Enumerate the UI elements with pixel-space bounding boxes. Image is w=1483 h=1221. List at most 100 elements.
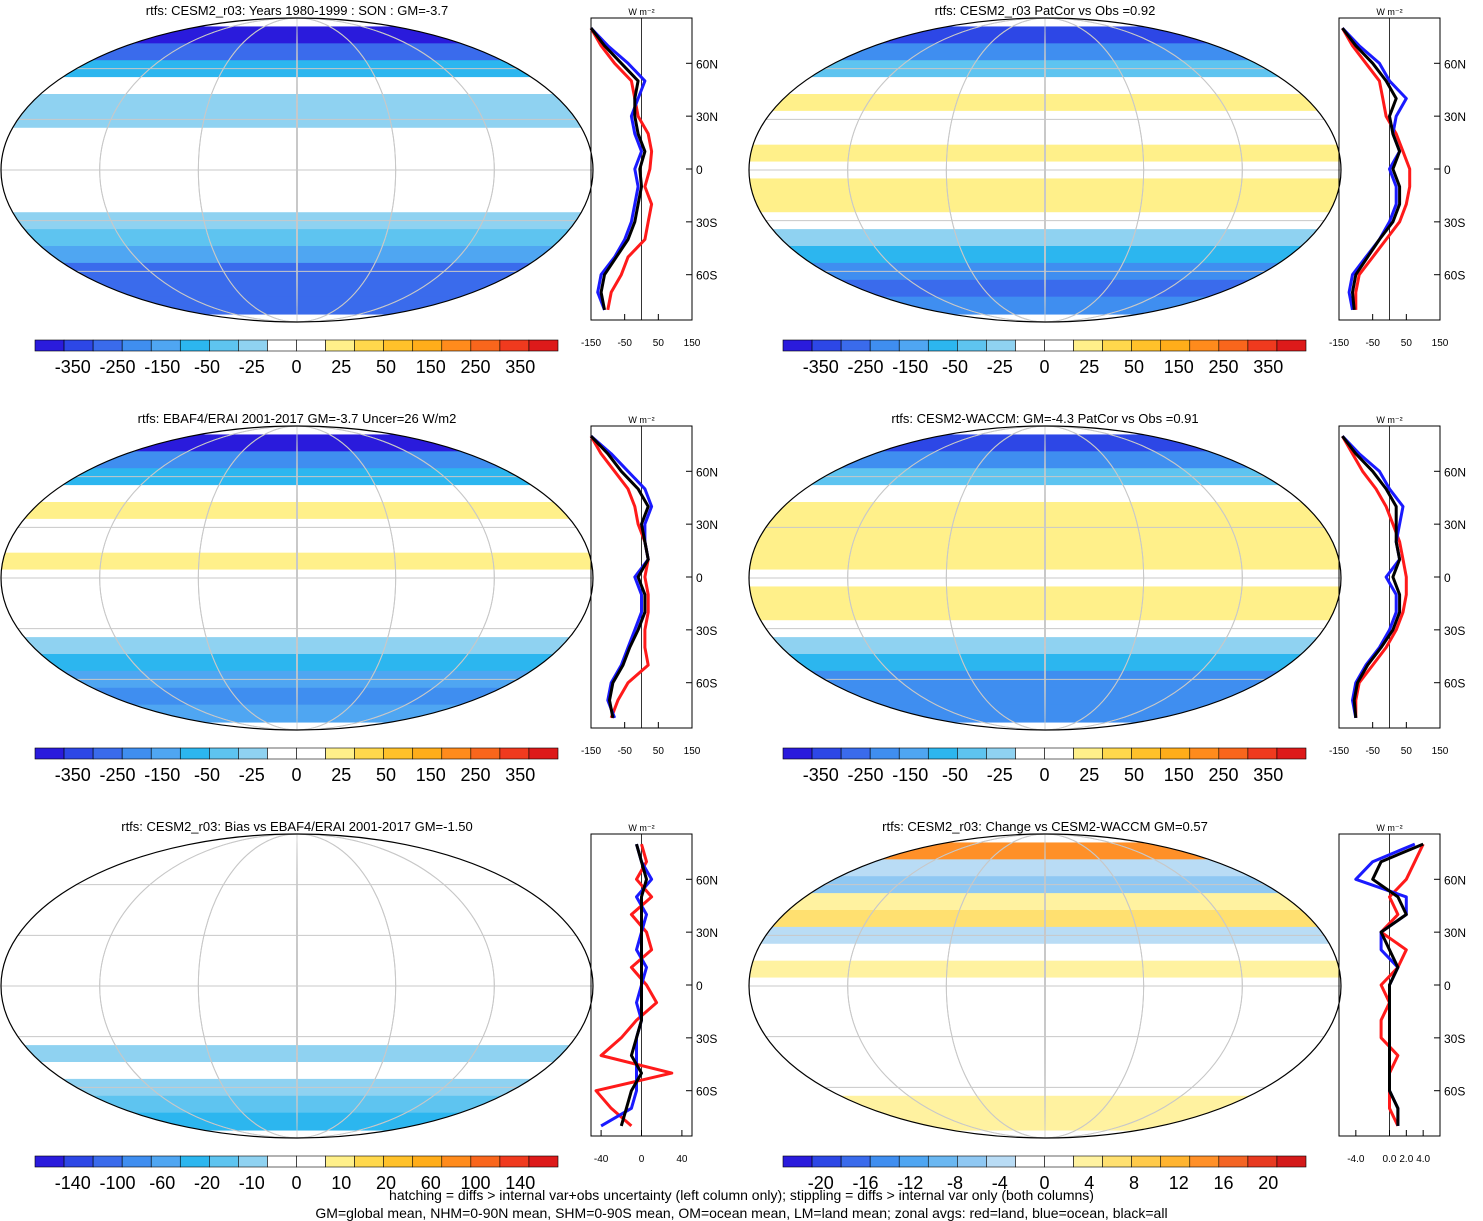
colorbar-swatch — [528, 1155, 559, 1168]
colorbar-swatch — [1015, 747, 1045, 760]
colorbar-label: -25 — [239, 765, 265, 785]
map-field — [749, 834, 1341, 1138]
colorbar-swatch — [296, 339, 326, 352]
x-tick-label: -50 — [1365, 746, 1380, 757]
colorbar-label: -250 — [848, 765, 884, 785]
x-tick-label: -150 — [581, 746, 601, 757]
colorbar-swatch — [354, 339, 384, 352]
colorbar-swatch — [927, 747, 958, 760]
colorbar-swatch — [1276, 747, 1307, 760]
zonal-units: W m⁻² — [628, 823, 654, 833]
colorbar-label: -20 — [808, 1173, 834, 1193]
zonal-series-all — [589, 27, 647, 311]
colorbar-label: 60 — [421, 1173, 441, 1193]
colorbar-swatch — [1247, 1155, 1278, 1168]
zonal-series-all — [1371, 842, 1424, 1126]
colorbar-label: 25 — [1079, 765, 1099, 785]
x-tick-label: -50 — [617, 338, 632, 349]
y-tick-label: 30N — [696, 926, 718, 940]
zonal-plot: W m⁻² 60N 30N 0 30S 60S -4.0 0.0 2.0 4.0 — [1338, 823, 1466, 1165]
zonal-series-ocean — [589, 27, 647, 311]
zonal-series-land — [1341, 27, 1412, 310]
colorbar-label: 20 — [376, 1173, 396, 1193]
colorbar-swatch — [1044, 339, 1074, 352]
colorbar-label: 0 — [1039, 1173, 1049, 1193]
colorbar-swatch — [898, 1155, 929, 1168]
colorbar-swatch — [296, 747, 326, 760]
colorbar-swatch — [1160, 339, 1191, 352]
map-outline — [748, 425, 1342, 731]
y-tick-label: 60S — [1444, 269, 1465, 283]
y-tick-label: 60N — [696, 57, 718, 71]
zonal-units: W m⁻² — [1376, 415, 1402, 425]
colorbar-swatch — [92, 339, 123, 352]
colorbar-swatch — [528, 747, 559, 760]
colorbar-swatch — [869, 339, 900, 352]
y-tick-label: 60S — [1444, 1085, 1465, 1099]
colorbar-label: 150 — [1164, 765, 1194, 785]
map-field — [749, 18, 1341, 322]
x-tick-label: 0.0 — [1383, 1154, 1397, 1165]
longitude-gridline — [99, 18, 495, 322]
colorbar-label: 250 — [460, 357, 490, 377]
panel-title: rtfs: CESM2_r03: Bias vs EBAF4/ERAI 2001… — [121, 819, 473, 834]
colorbar-swatch — [1102, 1155, 1132, 1168]
colorbar-label: 250 — [1208, 765, 1238, 785]
colorbar-label: 12 — [1169, 1173, 1189, 1193]
colorbar-swatch — [1189, 339, 1220, 352]
y-tick-label: 30N — [696, 518, 718, 532]
panel-title: rtfs: CESM2_r03: Years 1980-1999 : SON :… — [146, 3, 448, 18]
colorbar-swatch — [121, 339, 152, 352]
colorbar-swatch — [1218, 339, 1249, 352]
colorbar-swatch — [1015, 339, 1045, 352]
colorbar-label: 150 — [416, 765, 446, 785]
colorbar-label: 50 — [376, 357, 396, 377]
colorbar-label: -150 — [144, 765, 180, 785]
colorbar-swatch — [354, 1155, 384, 1168]
y-tick-label: 30N — [1444, 518, 1466, 532]
colorbar-swatch — [238, 1155, 268, 1168]
x-tick-label: 4.0 — [1416, 1154, 1430, 1165]
colorbar-label: 10 — [331, 1173, 351, 1193]
panel-title: rtfs: CESM2_r03: Change vs CESM2-WACCM G… — [882, 819, 1208, 834]
colorbar-label: -12 — [897, 1173, 923, 1193]
colorbar-label: 0 — [1039, 357, 1049, 377]
panel-title: rtfs: CESM2_r03 PatCor vs Obs =0.92 — [935, 3, 1156, 18]
colorbar-swatch — [209, 1155, 239, 1168]
colorbar-swatch — [179, 1155, 210, 1168]
colorbar-swatch — [354, 747, 384, 760]
colorbar-label: -50 — [194, 765, 220, 785]
colorbar-label: 100 — [460, 1173, 490, 1193]
colorbar-label: 4 — [1084, 1173, 1094, 1193]
colorbar-swatch — [898, 747, 929, 760]
y-tick-label: 0 — [1444, 163, 1451, 177]
colorbar-swatch — [869, 1155, 900, 1168]
colorbar-label: -350 — [55, 357, 91, 377]
colorbar-label: -350 — [803, 357, 839, 377]
colorbar-label: 20 — [1258, 1173, 1278, 1193]
colorbar-swatch — [927, 1155, 958, 1168]
colorbar-swatch — [811, 1155, 842, 1168]
panel-6: rtfs: CESM2_r03: Change vs CESM2-WACCM G… — [748, 819, 1466, 1193]
colorbar-label: -250 — [100, 765, 136, 785]
longitude-gridline — [1044, 18, 1046, 322]
colorbar-swatch — [63, 747, 94, 760]
colorbar-label: -100 — [100, 1173, 136, 1193]
map-field — [749, 426, 1341, 730]
colorbar-label: 25 — [331, 357, 351, 377]
colorbar-swatch — [1015, 1155, 1045, 1168]
colorbar-swatch — [325, 747, 355, 760]
longitude-gridline — [99, 426, 495, 730]
colorbar-swatch — [1247, 339, 1278, 352]
zonal-plot: W m⁻² 60N 30N 0 30S 60S -40 0 40 — [590, 823, 718, 1165]
colorbar-swatch — [869, 747, 900, 760]
colorbar-label: -50 — [194, 357, 220, 377]
colorbar-swatch — [986, 747, 1016, 760]
zonal-plot: W m⁻² 60N 30N 0 30S 60S -150 -50 50 150 — [1329, 415, 1466, 757]
colorbar-swatch — [267, 1155, 297, 1168]
colorbar-swatch — [34, 747, 65, 760]
map-field — [1, 426, 593, 730]
colorbar-label: -60 — [149, 1173, 175, 1193]
colorbar-label: -140 — [55, 1173, 91, 1193]
y-tick-label: 60N — [1444, 57, 1466, 71]
